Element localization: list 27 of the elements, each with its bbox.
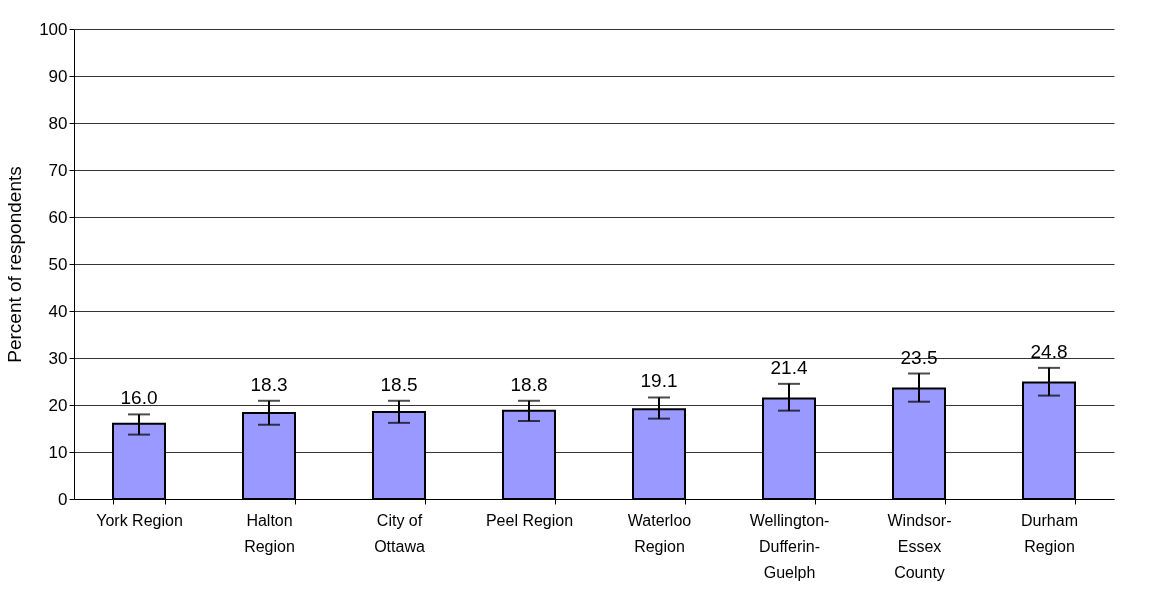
x-tick-label: Waterloo Region bbox=[627, 511, 692, 555]
y-tick-label: 70 bbox=[48, 160, 68, 180]
y-tick-label: 50 bbox=[48, 254, 68, 274]
x-tick-label: York Region bbox=[96, 511, 183, 529]
x-tick-label: Durham Region bbox=[1021, 511, 1078, 555]
y-tick-label: 20 bbox=[48, 395, 68, 415]
y-tick-label: 100 bbox=[39, 19, 68, 39]
data-label: 18.5 bbox=[380, 373, 418, 395]
y-tick-label: 10 bbox=[48, 442, 68, 462]
x-tick-label: Wellington- Dufferin- Guelph bbox=[749, 511, 830, 581]
y-axis-title: Percent of respondents bbox=[4, 166, 26, 363]
data-label: 18.8 bbox=[510, 373, 548, 395]
y-tick-label: 60 bbox=[48, 207, 68, 227]
x-tick-label: Windsor- Essex County bbox=[887, 511, 952, 581]
x-tick-label: Halton Region bbox=[244, 511, 295, 555]
y-tick-label: 90 bbox=[48, 66, 68, 86]
y-tick-label: 80 bbox=[48, 113, 68, 133]
data-label: 24.8 bbox=[1030, 340, 1068, 362]
data-label: 21.4 bbox=[770, 356, 808, 378]
y-tick-label: 0 bbox=[58, 489, 68, 509]
y-tick-label: 30 bbox=[48, 348, 68, 368]
data-label: 18.3 bbox=[250, 373, 288, 395]
x-tick-label: Peel Region bbox=[485, 511, 574, 529]
data-label: 19.1 bbox=[640, 370, 678, 392]
data-label: 16.0 bbox=[120, 387, 158, 409]
x-tick-label: City of Ottawa bbox=[374, 511, 425, 555]
y-tick-label: 40 bbox=[48, 301, 68, 321]
